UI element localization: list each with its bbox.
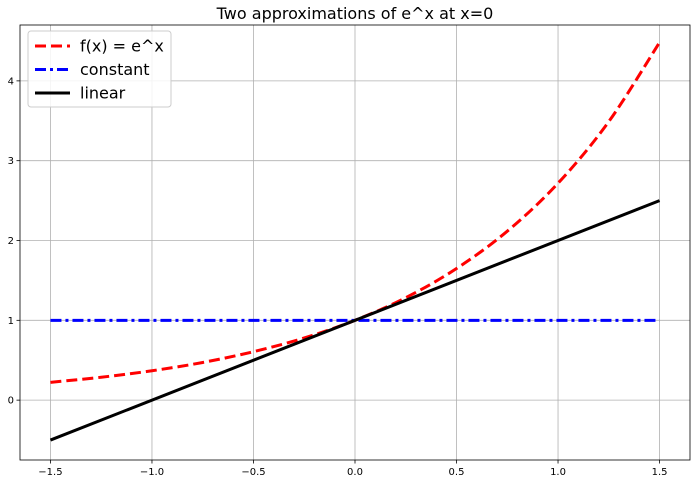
x-tick-label: 1.5 xyxy=(652,467,668,478)
legend-label-2: constant xyxy=(80,60,150,79)
x-tick-label: 0.0 xyxy=(347,467,363,478)
series-layer xyxy=(49,41,661,442)
legend-box xyxy=(27,30,172,108)
legend: f(x) = e^x constant linear xyxy=(27,30,172,108)
x-tick-label: −1.0 xyxy=(140,467,164,478)
x-tick-label: −1.5 xyxy=(38,467,62,478)
y-tick-label: 3 xyxy=(8,156,14,167)
y-tick-label: 0 xyxy=(8,396,14,407)
x-axis: −1.5 −1.0 −0.5 0.0 0.5 1.0 1.5 xyxy=(38,460,667,478)
legend-label-3: linear xyxy=(80,84,126,103)
x-tick-label: 1.0 xyxy=(550,467,566,478)
legend-label-1: f(x) = e^x xyxy=(80,37,164,56)
y-axis: 0 1 2 3 4 xyxy=(8,76,20,407)
series-line-1 xyxy=(50,41,661,384)
x-tick-label: −0.5 xyxy=(241,467,265,478)
chart-title: Two approximations of e^x at x=0 xyxy=(216,4,494,23)
y-tick-label: 4 xyxy=(8,76,14,87)
series-line-3 xyxy=(49,199,661,442)
x-tick-label: 0.5 xyxy=(449,467,465,478)
y-tick-label: 1 xyxy=(8,316,14,327)
y-tick-label: 2 xyxy=(8,236,14,247)
